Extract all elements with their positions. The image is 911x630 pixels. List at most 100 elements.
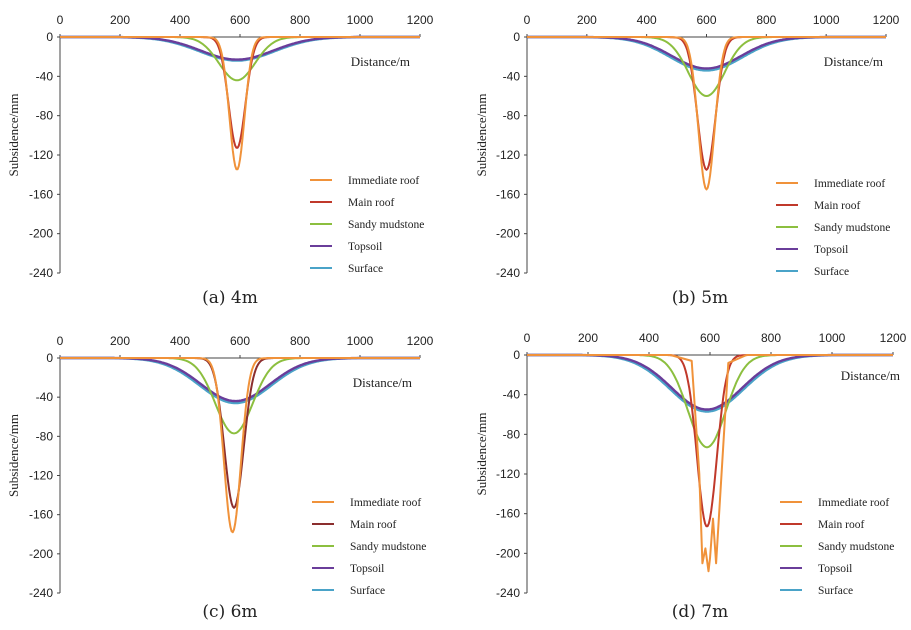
x-tick-label: 800 — [290, 13, 310, 27]
x-tick-label: 400 — [637, 13, 657, 27]
legend-label: Immediate roof — [818, 497, 889, 509]
x-tick-label: 0 — [57, 13, 64, 27]
y-tick-label: -160 — [29, 187, 53, 201]
legend-label: Sandy mudstone — [814, 222, 890, 234]
legend-label: Immediate roof — [350, 497, 421, 509]
x-tick-label: 600 — [696, 13, 716, 27]
y-tick-label: -200 — [29, 547, 53, 561]
legend-label: Main roof — [350, 519, 396, 531]
series-line-sandy-mudstone — [527, 354, 893, 449]
series-line-sandy-mudstone — [60, 357, 420, 435]
chart-panel-3: 0 200 400 600 800 1000 1200 0 -40 -80 -120 -160 -200… — [6, 334, 434, 622]
chart-panel-1: 0 200 400 600 800 1000 1200 0 -40 -80 -120 -160 -200… — [6, 13, 434, 308]
x-tick-label: 1000 — [347, 13, 374, 27]
legend-label: Surface — [348, 263, 383, 275]
legend-label: Topsoil — [350, 563, 384, 575]
y-tick-label: 0 — [513, 348, 520, 362]
y-axis-label: Subsidence/mm — [474, 93, 489, 176]
x-tick-label: 1000 — [347, 334, 374, 348]
legend-label: Sandy mudstone — [818, 541, 894, 553]
y-tick-label: -160 — [29, 508, 53, 522]
y-tick-label: -120 — [29, 469, 53, 483]
legend-label: Surface — [814, 266, 849, 278]
legend-label: Main roof — [348, 197, 394, 209]
legend-label: Main roof — [818, 519, 864, 531]
x-tick-label: 600 — [700, 331, 720, 345]
legend-label: Immediate roof — [814, 178, 885, 190]
x-tick-label: 200 — [577, 13, 597, 27]
panel-caption: (a) 4m — [202, 288, 258, 308]
x-tick-label: 1200 — [873, 13, 900, 27]
x-tick-label: 1000 — [813, 13, 840, 27]
legend-label: Topsoil — [818, 563, 852, 575]
series-line-topsoil — [527, 353, 893, 411]
x-tick-label: 800 — [761, 331, 781, 345]
y-tick-label: -240 — [496, 586, 520, 600]
series-line-immediate-roof — [527, 36, 886, 191]
x-tick-label: 200 — [578, 331, 598, 345]
x-tick-label: 0 — [524, 13, 531, 27]
chart-panel-4: 0 200 400 600 800 1000 1200 0 -40 -80 -120 -160 -200… — [474, 331, 907, 622]
legend-label: Topsoil — [348, 241, 382, 253]
y-tick-label: -160 — [496, 187, 520, 201]
x-axis-label: Distance/m — [351, 54, 410, 69]
x-tick-label: 200 — [110, 334, 130, 348]
y-tick-label: -120 — [496, 467, 520, 481]
x-tick-label: 600 — [230, 334, 250, 348]
x-tick-label: 800 — [290, 334, 310, 348]
y-tick-label: -80 — [503, 427, 521, 441]
x-tick-label: 0 — [57, 334, 64, 348]
legend-label: Surface — [350, 585, 385, 597]
x-axis-label: Distance/m — [353, 375, 412, 390]
x-tick-label: 600 — [230, 13, 250, 27]
y-tick-label: -40 — [36, 390, 54, 404]
y-tick-label: -240 — [29, 586, 53, 600]
x-tick-label: 400 — [170, 334, 190, 348]
y-tick-label: 0 — [513, 30, 520, 44]
series-line-immediate-roof — [60, 36, 420, 171]
series-line-surface — [527, 353, 893, 413]
y-tick-label: 0 — [46, 30, 53, 44]
series-line-immediate-roof — [60, 357, 420, 534]
y-tick-label: -80 — [36, 429, 54, 443]
y-tick-label: -200 — [29, 227, 53, 241]
y-axis-label: Subsidence/mm — [474, 412, 489, 495]
x-tick-label: 800 — [756, 13, 776, 27]
y-tick-label: -240 — [29, 266, 53, 280]
legend-label: Immediate roof — [348, 175, 419, 187]
x-tick-label: 1000 — [819, 331, 846, 345]
panel-caption: (d) 7m — [672, 602, 729, 622]
y-tick-label: -120 — [496, 148, 520, 162]
legend-label: Main roof — [814, 200, 860, 212]
y-tick-label: -80 — [503, 109, 521, 123]
x-axis-label: Distance/m — [841, 368, 900, 383]
legend-label: Topsoil — [814, 244, 848, 256]
panel-caption: (b) 5m — [672, 288, 729, 308]
y-tick-label: -240 — [496, 266, 520, 280]
x-tick-label: 400 — [639, 331, 659, 345]
y-tick-label: -200 — [496, 227, 520, 241]
x-tick-label: 1200 — [880, 331, 907, 345]
x-tick-label: 200 — [110, 13, 130, 27]
x-tick-label: 400 — [170, 13, 190, 27]
y-tick-label: -80 — [36, 109, 54, 123]
panel-caption: (c) 6m — [202, 602, 257, 622]
x-tick-label: 1200 — [407, 334, 434, 348]
y-tick-label: 0 — [46, 351, 53, 365]
legend-label: Sandy mudstone — [348, 219, 424, 231]
y-tick-label: -40 — [503, 388, 521, 402]
x-tick-label: 0 — [524, 331, 531, 345]
y-axis-label: Subsidence/mm — [6, 414, 21, 497]
y-tick-label: -200 — [496, 546, 520, 560]
y-tick-label: -160 — [496, 507, 520, 521]
x-tick-label: 1200 — [407, 13, 434, 27]
y-tick-label: -120 — [29, 148, 53, 162]
legend-label: Sandy mudstone — [350, 541, 426, 553]
legend-label: Surface — [818, 585, 853, 597]
y-tick-label: -40 — [36, 69, 54, 83]
x-axis-label: Distance/m — [824, 54, 883, 69]
chart-panel-2: 0 200 400 600 800 1000 1200 0 -40 -80 -120 -160 -200… — [474, 13, 900, 308]
y-tick-label: -40 — [503, 69, 521, 83]
y-axis-label: Subsidence/mm — [6, 93, 21, 176]
